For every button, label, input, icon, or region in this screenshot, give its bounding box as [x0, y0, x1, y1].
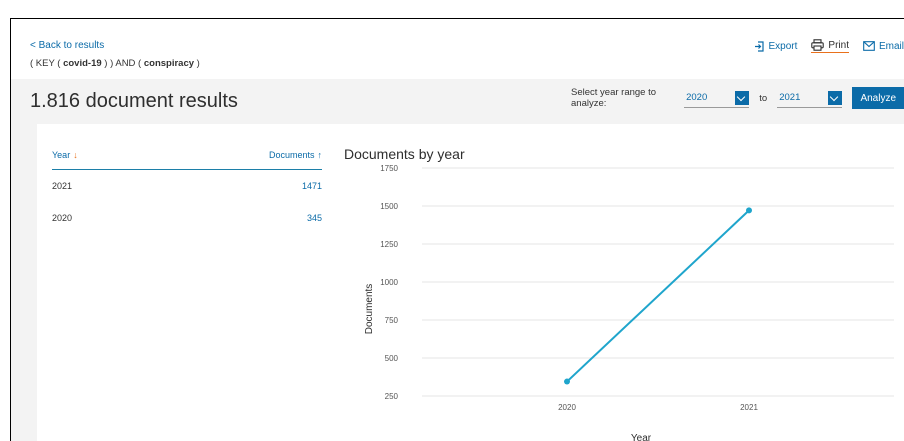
- to-label: to: [759, 92, 768, 104]
- analysis-panel: Year ↓ Documents ↑ 2021 1471 2020 345 Do…: [37, 124, 904, 441]
- back-to-results-link[interactable]: < Back to results: [30, 40, 105, 51]
- y-tick-label: 1000: [380, 278, 398, 287]
- y-tick-label: 1500: [380, 202, 398, 211]
- sort-year-header[interactable]: Year ↓: [52, 150, 78, 169]
- row-documents-link[interactable]: 1471: [301, 181, 322, 191]
- documents-by-year-chart: 250 500 750 1000 1250 1500 1750 2020 2021 Docum…: [364, 164, 894, 441]
- to-year-select[interactable]: 2021: [777, 88, 843, 108]
- export-label: Export: [768, 40, 798, 52]
- chevron-down-icon[interactable]: [828, 90, 843, 105]
- column-label: Year: [52, 150, 71, 160]
- sort-down-arrow-icon: ↓: [73, 150, 78, 160]
- year-range-label: Select year range to analyze:: [571, 87, 657, 109]
- sort-documents-header[interactable]: Documents ↑: [269, 150, 322, 169]
- query-part: ) ) AND (: [101, 58, 144, 69]
- print-button[interactable]: Print: [811, 39, 849, 53]
- documents-table: Year ↓ Documents ↑ 2021 1471 2020 345: [52, 150, 322, 234]
- row-year: 2020: [52, 213, 73, 223]
- chevron-down-icon[interactable]: [735, 90, 750, 105]
- x-axis-label: Year: [631, 433, 652, 441]
- page-title: 1.816 document results: [30, 90, 238, 112]
- top-bar: < Back to results ( KEY ( covid-19 ) ) A…: [11, 19, 904, 79]
- x-tick-label: 2021: [740, 403, 758, 412]
- row-year: 2021: [52, 181, 73, 191]
- data-point: [746, 207, 752, 214]
- x-tick-label: 2020: [558, 403, 576, 412]
- series-line: [566, 209, 750, 383]
- email-label: Email: [878, 40, 904, 52]
- data-point: [564, 378, 570, 385]
- table-header: Year ↓ Documents ↑: [52, 150, 322, 170]
- chart-title: Documents by year: [344, 146, 465, 162]
- search-query: ( KEY ( covid-19 ) ) AND ( conspiracy ): [30, 58, 200, 69]
- export-icon: [754, 40, 765, 52]
- print-label: Print: [828, 39, 849, 51]
- y-tick-label: 1750: [380, 164, 398, 173]
- table-row: 2020 345: [52, 202, 322, 234]
- from-year-select[interactable]: 2020: [684, 88, 750, 108]
- y-axis-label: Documents: [364, 284, 375, 335]
- print-icon: [811, 39, 825, 51]
- y-tick-label: 500: [385, 354, 399, 363]
- column-label: Documents: [268, 150, 315, 160]
- to-year-value: 2021: [779, 92, 801, 103]
- row-documents-link[interactable]: 345: [306, 213, 322, 223]
- from-year-value: 2020: [686, 92, 708, 103]
- query-part: ): [194, 58, 200, 69]
- sort-up-arrow-icon: ↑: [317, 150, 323, 160]
- table-row: 2021 1471: [52, 170, 322, 202]
- export-button[interactable]: Export: [754, 39, 798, 53]
- scopus-analyze-page: < Back to results ( KEY ( covid-19 ) ) A…: [10, 18, 904, 441]
- query-part: ( KEY (: [30, 58, 64, 69]
- y-tick-label: 1250: [380, 240, 398, 249]
- y-tick-label: 750: [385, 316, 399, 325]
- year-range-selector: Select year range to analyze: 2020 to 20…: [571, 87, 904, 109]
- y-tick-label: 250: [385, 392, 399, 401]
- query-term: covid-19: [63, 58, 102, 69]
- query-term: conspiracy: [143, 58, 195, 69]
- email-button[interactable]: Email: [863, 39, 904, 53]
- analyze-button[interactable]: Analyze: [852, 87, 904, 109]
- email-icon: [863, 41, 875, 51]
- export-actions: Export Print Email: [754, 39, 904, 53]
